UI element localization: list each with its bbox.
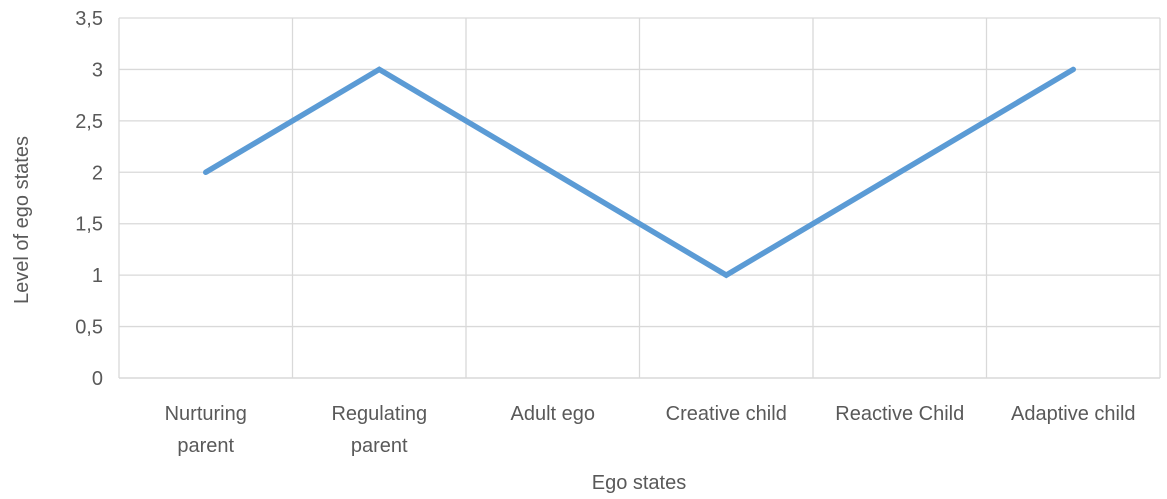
- y-tick-label: 2: [92, 162, 103, 184]
- x-category-label: Reactive Child: [835, 403, 964, 425]
- x-axis-title: Ego states: [592, 472, 687, 494]
- x-category-label: Creative child: [666, 403, 787, 425]
- y-tick-label: 0: [92, 368, 103, 390]
- y-axis-title: Level of ego states: [11, 136, 33, 304]
- grid-lines: [118, 17, 1161, 378]
- y-tick-label: 3: [92, 59, 103, 81]
- y-tick-label: 1: [92, 265, 103, 287]
- y-tick-label: 2,5: [75, 111, 103, 133]
- x-category-label: Adult ego: [510, 403, 595, 425]
- y-tick-label: 0,5: [75, 317, 103, 339]
- x-category-labels: Nurturing parent Regulating parent Adult ego…: [165, 403, 1136, 457]
- y-tick-labels: 0 0,5 1 1,5 2 2,5 3 3,5: [75, 8, 103, 390]
- y-tick-label: 3,5: [75, 8, 103, 30]
- x-category-label: Regulating parent: [331, 403, 427, 457]
- x-category-label: Adaptive child: [1011, 403, 1136, 425]
- series-layer: [203, 66, 1076, 279]
- y-tick-label: 1,5: [75, 214, 103, 236]
- x-category-label: Nurturing parent: [165, 403, 247, 457]
- series-line: [203, 66, 1076, 279]
